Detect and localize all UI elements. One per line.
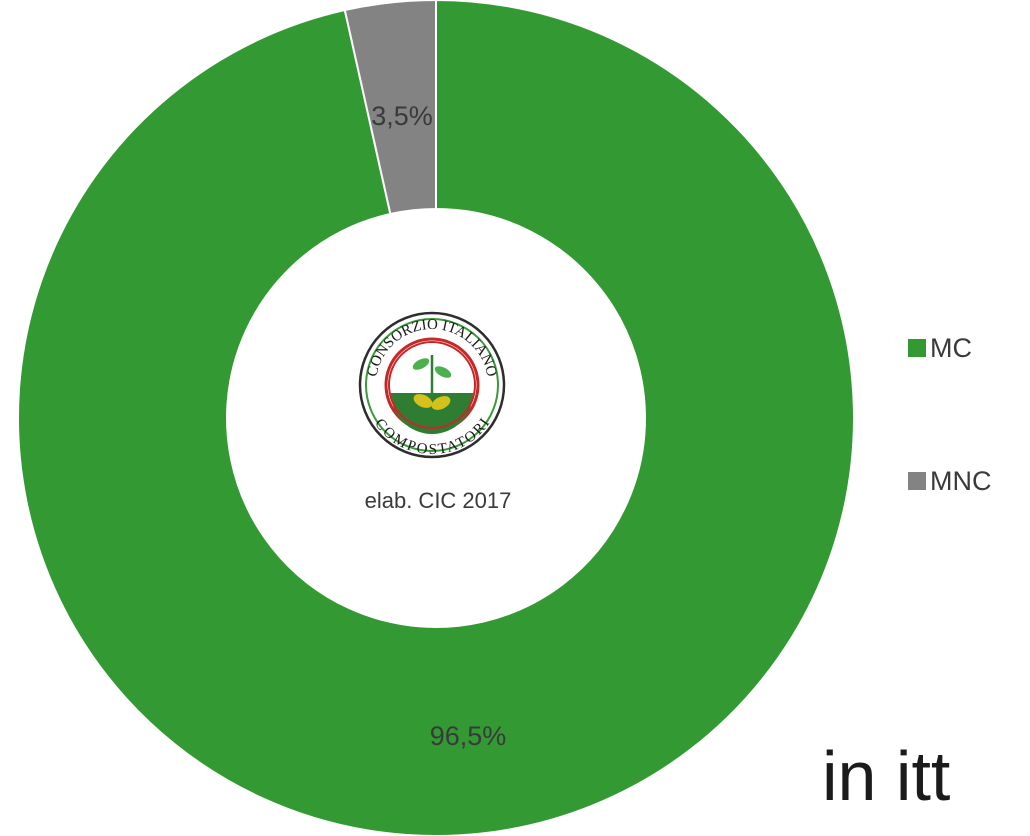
legend-item-mnc: MNC	[908, 466, 992, 496]
legend-swatch-mc	[908, 339, 926, 357]
legend-item-mc: MC	[908, 333, 972, 363]
data-label-mnc: 3,5%	[371, 101, 433, 131]
slide-body-text: in itt	[822, 737, 951, 815]
chart-center-note: elab. CIC 2017	[365, 488, 512, 513]
legend-label-mc: MC	[930, 333, 972, 363]
legend-swatch-mnc	[908, 472, 926, 490]
data-label-mc: 96,5%	[430, 721, 507, 751]
legend-label-mnc: MNC	[930, 466, 992, 496]
slice-mnc	[343, 0, 437, 216]
slice-mc	[17, 0, 855, 836]
